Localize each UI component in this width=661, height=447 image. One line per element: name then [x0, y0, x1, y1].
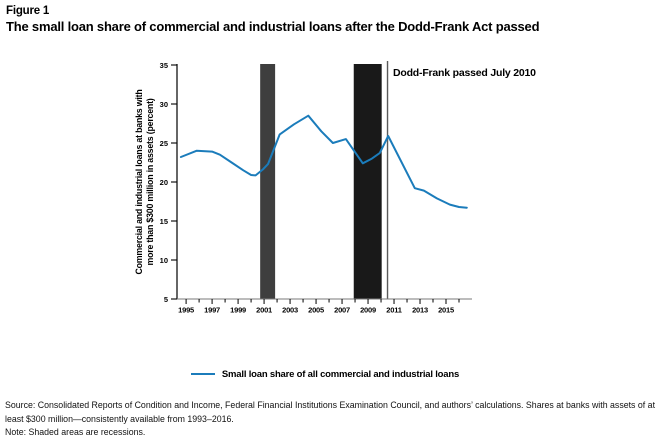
series-line [179, 114, 468, 209]
dodd-frank-annotation-label: Dodd-Frank passed July 2010 [393, 67, 536, 79]
x-tick-label: 2013 [412, 306, 428, 315]
y-axis-title-line1: Commercial and industrial loans at banks… [134, 89, 144, 274]
x-tick-label: 2001 [256, 306, 272, 315]
x-tick-label: 2015 [438, 306, 454, 315]
x-tick-label: 1997 [204, 306, 220, 315]
y-tick-label: 5 [164, 295, 168, 304]
x-tick-label: 1999 [230, 306, 246, 315]
x-tick-label: 2003 [282, 306, 298, 315]
x-tick-label: 1995 [178, 306, 194, 315]
source-note: Source: Consolidated Reports of Conditio… [5, 400, 656, 424]
y-tick-label: 15 [160, 217, 168, 226]
y-tick-label: 25 [160, 139, 168, 148]
chart-legend: Small loan share of all commercial and i… [160, 366, 490, 382]
x-tick-label: 2007 [334, 306, 350, 315]
footnotes: Source: Consolidated Reports of Conditio… [5, 399, 658, 440]
chart-plot-area: 5 10 15 20 25 30 35 1995 1997 1999 2001 2003 2005 200… [160, 61, 472, 315]
figure-title: The small loan share of commercial and i… [6, 19, 540, 34]
x-tick-label: 2005 [308, 306, 324, 315]
y-tick-label: 35 [160, 61, 168, 70]
y-tick-label: 10 [160, 256, 168, 265]
recession-band [353, 64, 382, 299]
figure-label: Figure 1 [6, 5, 50, 17]
recession-note: Note: Shaded areas are recessions. [5, 427, 146, 438]
legend-line-swatch [190, 372, 215, 376]
legend-series-label: Small loan share of all commercial and i… [221, 368, 460, 380]
x-tick-label: 2011 [386, 306, 401, 315]
y-axis-title: Commercial and industrial loans at banks… [134, 89, 155, 274]
recession-band [260, 64, 276, 299]
y-tick-label: 20 [160, 178, 168, 187]
y-axis-title-line2: more than $300 million in assets (percen… [145, 98, 155, 265]
y-tick-label: 30 [160, 100, 168, 109]
x-tick-label: 2009 [360, 306, 376, 315]
